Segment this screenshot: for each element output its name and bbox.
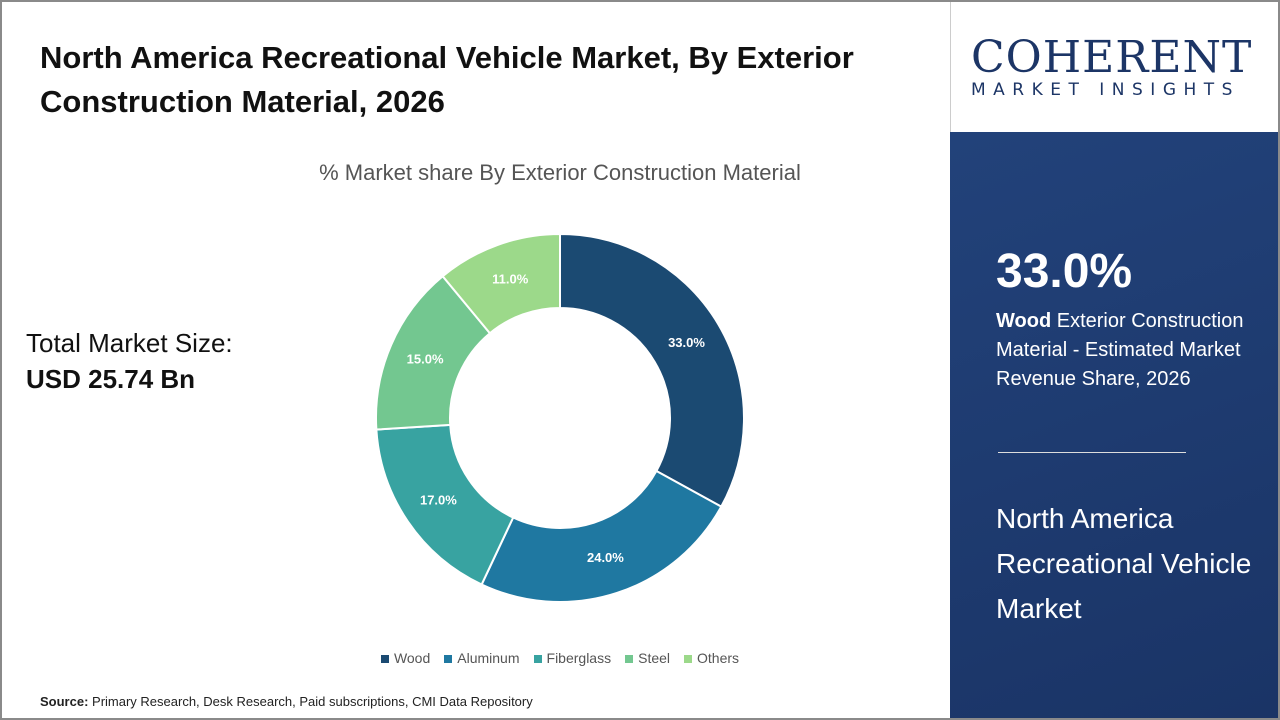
legend-item-steel: Steel — [625, 650, 670, 666]
slice-wood — [559, 232, 745, 509]
legend-label: Wood — [393, 650, 431, 666]
data-label-steel: 15.0% — [407, 352, 444, 367]
data-label-wood: 33.0% — [668, 335, 705, 350]
chart-legend: Wood Aluminum Fiberglass Steel Others — [360, 650, 760, 666]
slice-others — [441, 232, 561, 335]
chart-title: % Market share By Exterior Construction … — [319, 160, 801, 185]
data-label-fiberglass: 17.0% — [420, 493, 457, 508]
legend-swatch — [444, 655, 453, 664]
slice-aluminum — [480, 469, 723, 603]
legend-label: Others — [697, 650, 740, 666]
market-size-value: USD 25.74 Bn — [26, 364, 196, 394]
legend-swatch — [684, 655, 693, 664]
highlight-value: 33.0% — [996, 245, 1133, 298]
market-size-label: Total Market Size: — [26, 328, 233, 358]
legend-item-fiberglass: Fiberglass — [533, 650, 612, 666]
legend-item-wood: Wood — [380, 650, 431, 666]
legend-label: Steel — [638, 650, 671, 666]
legend-label: Fiberglass — [546, 650, 612, 666]
legend-item-aluminum: Aluminum — [444, 650, 520, 666]
divider — [998, 452, 1186, 453]
market-name: North America Recreational Vehicle Marke… — [996, 503, 1252, 624]
logo-tagline: MARKET INSIGHTS — [971, 80, 1240, 100]
legend-item-others: Others — [684, 650, 739, 666]
highlight-text: Exterior Construction Material - Estimat… — [996, 310, 1244, 390]
source-note: Source: Primary Research, Desk Research,… — [40, 694, 533, 709]
page-title: North America Recreational Vehicle Marke… — [40, 40, 854, 119]
legend-swatch — [380, 655, 389, 664]
highlight-bold: Wood — [996, 310, 1052, 332]
source-text: Primary Research, Desk Research, Paid su… — [92, 694, 533, 709]
legend-swatch — [625, 655, 634, 664]
data-label-others: 11.0% — [492, 272, 529, 287]
company-logo: COHERENT MARKET INSIGHTS — [950, 2, 1278, 132]
data-label-aluminum: 24.0% — [587, 550, 624, 565]
logo-name: COHERENT — [971, 32, 1253, 83]
highlight-panel: 33.0% Wood Exterior Construction Materia… — [950, 132, 1278, 718]
donut-chart: 33.0% 24.0% 17.0% 15.0% 11.0% — [375, 232, 745, 603]
highlight-description: Wood Exterior Construction Material - Es… — [996, 307, 1246, 394]
legend-swatch — [533, 655, 542, 664]
market-size: Total Market Size: USD 25.74 Bn — [26, 325, 233, 397]
source-label: Source: — [40, 694, 89, 709]
legend-label: Aluminum — [457, 650, 520, 666]
